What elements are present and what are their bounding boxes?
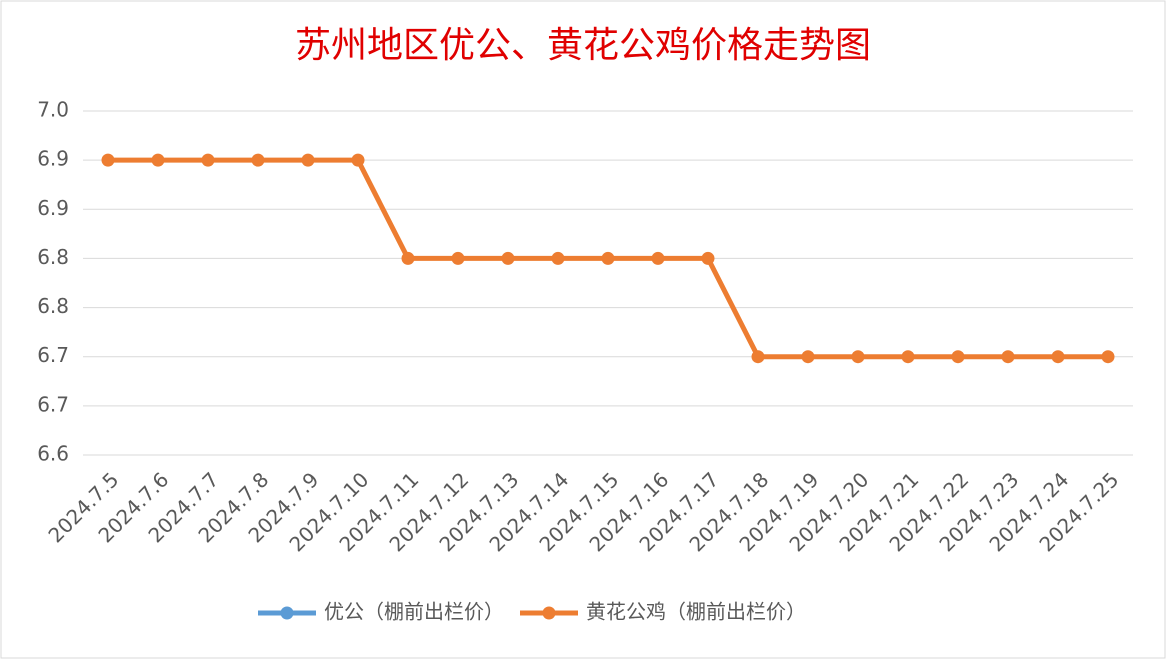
data-point bbox=[901, 350, 915, 364]
data-point bbox=[401, 251, 415, 265]
data-point bbox=[501, 251, 515, 265]
data-point bbox=[151, 153, 165, 167]
y-tick-label: 6.8 bbox=[37, 245, 69, 269]
y-tick-label: 6.9 bbox=[37, 147, 69, 171]
data-point bbox=[601, 251, 615, 265]
y-tick-label: 6.7 bbox=[37, 343, 69, 367]
data-point bbox=[701, 251, 715, 265]
data-point bbox=[651, 251, 665, 265]
data-point bbox=[551, 251, 565, 265]
data-point bbox=[1101, 350, 1115, 364]
legend-marker bbox=[542, 606, 556, 620]
data-point bbox=[951, 350, 965, 364]
data-point bbox=[201, 153, 215, 167]
legend-marker bbox=[280, 606, 294, 620]
y-tick-label: 6.8 bbox=[37, 294, 69, 318]
data-point bbox=[851, 350, 865, 364]
y-tick-label: 7.0 bbox=[37, 98, 69, 122]
chart-title: 苏州地区优公、黄花公鸡价格走势图 bbox=[295, 25, 871, 66]
data-point bbox=[101, 153, 115, 167]
data-point bbox=[301, 153, 315, 167]
y-tick-label: 6.9 bbox=[37, 196, 69, 220]
legend-label: 黄花公鸡（棚前出栏价） bbox=[586, 600, 806, 624]
y-tick-label: 6.6 bbox=[37, 442, 69, 466]
y-tick-label: 6.7 bbox=[37, 392, 69, 416]
legend-label: 优公（棚前出栏价） bbox=[324, 600, 504, 624]
data-point bbox=[351, 153, 365, 167]
data-point bbox=[801, 350, 815, 364]
data-point bbox=[1001, 350, 1015, 364]
data-point bbox=[751, 350, 765, 364]
data-point bbox=[1051, 350, 1065, 364]
data-point bbox=[451, 251, 465, 265]
data-point bbox=[251, 153, 265, 167]
